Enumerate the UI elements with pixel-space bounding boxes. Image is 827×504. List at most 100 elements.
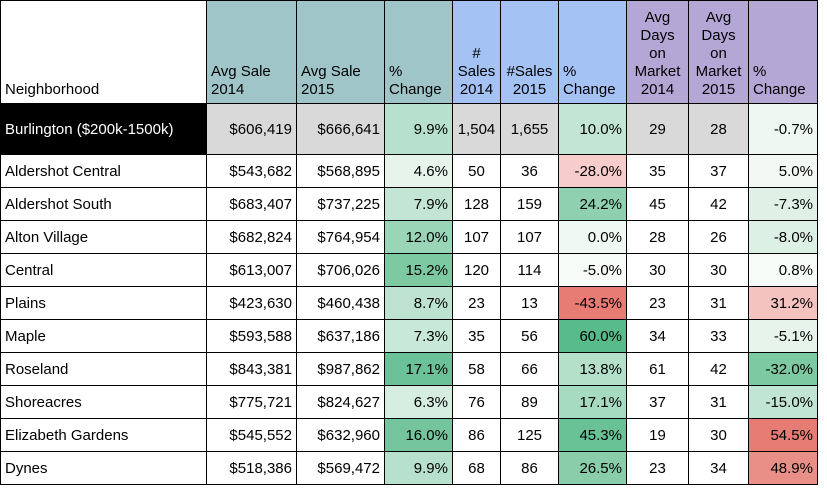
cell-sales-2014: 107 (452, 220, 501, 254)
cell-dom-2015: 30 (688, 418, 749, 452)
cell-sales-2014: 128 (452, 187, 501, 221)
table-body: Burlington ($200k-1500k) $606,419 $666,641… (0, 103, 818, 485)
cell-dom-2015: 30 (688, 253, 749, 287)
cell-pct-change-sale: 7.3% (384, 319, 453, 353)
cell-pct-change-sale: 17.1% (384, 352, 453, 386)
cell-avg-sale-2014: $518,386 (206, 451, 297, 485)
cell-pct-change-sale: 6.3% (384, 385, 453, 419)
table-row: Plains $423,630 $460,438 8.7% 23 13 -43.5% 23 31… (0, 286, 818, 320)
cell-neighborhood: Aldershot South (0, 187, 207, 221)
cell-pct-change-dom: -8.0% (748, 220, 818, 254)
cell-avg-sale-2015: $666,641 (296, 103, 385, 155)
cell-avg-sale-2015: $460,438 (296, 286, 385, 320)
cell-neighborhood: Central (0, 253, 207, 287)
cell-sales-2015: 89 (500, 385, 559, 419)
cell-sales-2015: 66 (500, 352, 559, 386)
cell-pct-change-sale: 9.9% (384, 451, 453, 485)
cell-dom-2015: 31 (688, 286, 749, 320)
cell-avg-sale-2015: $637,186 (296, 319, 385, 353)
cell-pct-change-sales: 0.0% (558, 220, 627, 254)
cell-neighborhood: Shoreacres (0, 385, 207, 419)
cell-pct-change-sale: 9.9% (384, 103, 453, 155)
cell-pct-change-sale: 12.0% (384, 220, 453, 254)
cell-pct-change-sale: 8.7% (384, 286, 453, 320)
cell-dom-2014: 23 (626, 451, 689, 485)
cell-avg-sale-2014: $423,630 (206, 286, 297, 320)
cell-dom-2014: 34 (626, 319, 689, 353)
cell-pct-change-sales: 13.8% (558, 352, 627, 386)
table-row: Burlington ($200k-1500k) $606,419 $666,641… (0, 103, 818, 155)
cell-pct-change-dom: 31.2% (748, 286, 818, 320)
cell-avg-sale-2015: $706,026 (296, 253, 385, 287)
cell-dom-2014: 29 (626, 103, 689, 155)
cell-pct-change-sales: 26.5% (558, 451, 627, 485)
cell-avg-sale-2014: $843,381 (206, 352, 297, 386)
cell-pct-change-sales: 10.0% (558, 103, 627, 155)
cell-avg-sale-2014: $545,552 (206, 418, 297, 452)
cell-dom-2015: 26 (688, 220, 749, 254)
neighborhood-sales-table: Neighborhood Avg Sale 2014 Avg Sale 2015 %… (0, 0, 818, 485)
cell-sales-2015: 56 (500, 319, 559, 353)
cell-neighborhood: Maple (0, 319, 207, 353)
cell-avg-sale-2015: $632,960 (296, 418, 385, 452)
cell-dom-2014: 28 (626, 220, 689, 254)
cell-pct-change-sales: 60.0% (558, 319, 627, 353)
cell-sales-2014: 58 (452, 352, 501, 386)
cell-pct-change-dom: 0.8% (748, 253, 818, 287)
header-avg-sale-2015: Avg Sale 2015 (296, 0, 385, 104)
cell-avg-sale-2014: $775,721 (206, 385, 297, 419)
cell-dom-2015: 37 (688, 154, 749, 188)
cell-dom-2015: 33 (688, 319, 749, 353)
cell-pct-change-dom: -5.1% (748, 319, 818, 353)
cell-avg-sale-2014: $613,007 (206, 253, 297, 287)
cell-pct-change-dom: 54.5% (748, 418, 818, 452)
cell-pct-change-sale: 4.6% (384, 154, 453, 188)
header-avg-sale-2014: Avg Sale 2014 (206, 0, 297, 104)
cell-avg-sale-2015: $737,225 (296, 187, 385, 221)
cell-sales-2015: 36 (500, 154, 559, 188)
cell-avg-sale-2015: $764,954 (296, 220, 385, 254)
cell-sales-2015: 86 (500, 451, 559, 485)
cell-avg-sale-2014: $543,682 (206, 154, 297, 188)
cell-dom-2014: 61 (626, 352, 689, 386)
cell-dom-2015: 31 (688, 385, 749, 419)
cell-dom-2015: 42 (688, 187, 749, 221)
cell-sales-2015: 114 (500, 253, 559, 287)
cell-pct-change-sales: 24.2% (558, 187, 627, 221)
cell-avg-sale-2015: $987,862 (296, 352, 385, 386)
header-pct-change-dom: % Change (748, 0, 818, 104)
header-pct-change-sale: % Change (384, 0, 453, 104)
cell-pct-change-dom: -32.0% (748, 352, 818, 386)
cell-dom-2014: 23 (626, 286, 689, 320)
cell-sales-2014: 120 (452, 253, 501, 287)
header-neighborhood: Neighborhood (0, 0, 207, 104)
cell-pct-change-dom: 5.0% (748, 154, 818, 188)
cell-neighborhood: Aldershot Central (0, 154, 207, 188)
header-row: Neighborhood Avg Sale 2014 Avg Sale 2015 %… (0, 0, 818, 104)
cell-pct-change-dom: -7.3% (748, 187, 818, 221)
cell-avg-sale-2015: $569,472 (296, 451, 385, 485)
table-row: Aldershot South $683,407 $737,225 7.9% 128 15… (0, 187, 818, 221)
cell-avg-sale-2015: $568,895 (296, 154, 385, 188)
cell-pct-change-sales: -43.5% (558, 286, 627, 320)
header-dom-2014: Avg Days on Market 2014 (626, 0, 689, 104)
cell-pct-change-sales: 45.3% (558, 418, 627, 452)
cell-avg-sale-2014: $682,824 (206, 220, 297, 254)
cell-neighborhood: Burlington ($200k-1500k) (0, 103, 207, 155)
cell-sales-2014: 35 (452, 319, 501, 353)
table-row: Aldershot Central $543,682 $568,895 4.6% 50 3… (0, 154, 818, 188)
cell-dom-2014: 35 (626, 154, 689, 188)
cell-sales-2014: 86 (452, 418, 501, 452)
header-dom-2015: Avg Days on Market 2015 (688, 0, 749, 104)
cell-avg-sale-2014: $683,407 (206, 187, 297, 221)
cell-pct-change-dom: -0.7% (748, 103, 818, 155)
cell-pct-change-dom: 48.9% (748, 451, 818, 485)
cell-pct-change-sale: 16.0% (384, 418, 453, 452)
header-sales-2015: #Sales 2015 (500, 0, 559, 104)
cell-neighborhood: Plains (0, 286, 207, 320)
cell-dom-2014: 30 (626, 253, 689, 287)
cell-neighborhood: Roseland (0, 352, 207, 386)
table-row: Alton Village $682,824 $764,954 12.0% 107 107… (0, 220, 818, 254)
cell-sales-2014: 1,504 (452, 103, 501, 155)
cell-dom-2015: 34 (688, 451, 749, 485)
